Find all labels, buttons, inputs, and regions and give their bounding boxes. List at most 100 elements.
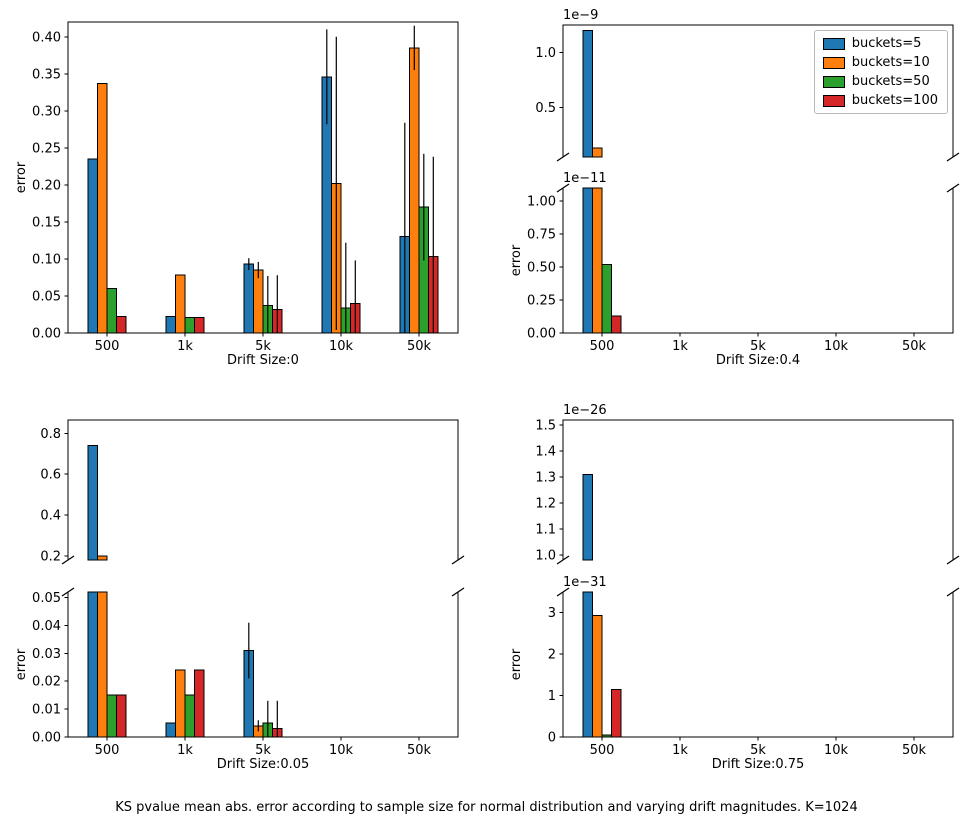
legend-item: buckets=100	[822, 93, 938, 108]
legend-item: buckets=5	[822, 36, 938, 51]
bar	[87, 591, 98, 738]
legend-swatch	[822, 94, 845, 107]
bar	[611, 315, 622, 334]
y-tick-label: 0.6	[40, 468, 61, 483]
x-tick-label: 1k	[672, 339, 688, 354]
y-tick-label: 0.10	[32, 253, 61, 268]
subplot-1: 0.5 1.0 1e−9 0.00 0.25 0.50 0.75 1.00 1e−11 500 1k…	[509, 8, 960, 368]
y-tick-label: 0.25	[527, 294, 556, 309]
y-tick-label: 0.01	[32, 703, 61, 718]
bar	[243, 263, 254, 334]
bar	[97, 555, 108, 561]
axis-break-mark	[946, 587, 960, 597]
y-tick-label: 1.00	[527, 195, 556, 210]
axis-break-mark	[556, 587, 570, 597]
bar	[106, 288, 117, 334]
legend-item-label: buckets=50	[851, 74, 930, 89]
axis-break-mark	[946, 555, 960, 565]
y-tick-label: 0.04	[32, 619, 61, 634]
figure-caption: KS pvalue mean abs. error according to s…	[115, 800, 858, 815]
y-tick-label: 2	[548, 648, 556, 663]
x-tick-label: 10k	[824, 339, 849, 354]
bar	[116, 694, 127, 738]
y-tick-label: 1.1	[535, 522, 556, 537]
bar	[592, 187, 603, 334]
y-axis-label: error	[14, 648, 29, 680]
x-axis-label: Drift Size:0.4	[716, 353, 800, 368]
axes-spines	[562, 24, 954, 157]
legend-item-label: buckets=5	[851, 36, 922, 51]
legend: buckets=5 buckets=10 buckets=50 buckets=100	[813, 30, 948, 114]
y-tick-label: 1.4	[535, 445, 556, 460]
legend-swatch	[822, 56, 845, 69]
x-axis-label: Drift Size:0.75	[712, 757, 805, 772]
bar	[175, 274, 186, 334]
axis-scale-label: 1e−26	[563, 403, 607, 418]
y-tick-label: 0.00	[32, 327, 61, 342]
x-tick-label: 5k	[255, 339, 271, 354]
bar	[184, 694, 195, 738]
legend-item-label: buckets=100	[851, 93, 938, 108]
legend-swatch	[822, 37, 845, 50]
bar	[592, 615, 603, 738]
bar	[97, 83, 108, 334]
y-tick-label: 0.20	[32, 178, 61, 193]
legend-swatch	[822, 75, 845, 88]
y-axis-label: error	[509, 244, 524, 276]
bar	[194, 316, 205, 334]
legend-item: buckets=50	[822, 74, 938, 89]
y-tick-label: 0.4	[40, 509, 61, 524]
y-tick-label: 3	[548, 606, 556, 621]
x-tick-label: 50k	[902, 339, 927, 354]
axis-scale-label: 1e−31	[563, 575, 607, 590]
bar	[116, 316, 127, 334]
y-tick-label: 0.40	[32, 30, 61, 45]
x-tick-label: 1k	[672, 743, 688, 758]
subplot-0: 0.00 0.05 0.10 0.15 0.20 0.25 0.30 0.35 0.40 500 1…	[14, 21, 459, 368]
x-tick-label: 1k	[177, 339, 193, 354]
legend-item-label: buckets=10	[851, 55, 930, 70]
bar	[253, 269, 264, 334]
legend-item: buckets=10	[822, 55, 938, 70]
axis-break-mark	[556, 555, 570, 565]
bar	[582, 187, 593, 334]
axis-break-mark	[61, 555, 75, 565]
y-tick-label: 0.03	[32, 647, 61, 662]
axis-break-mark	[556, 183, 570, 193]
y-tick-label: 1.0	[535, 46, 556, 61]
x-axis-label: Drift Size:0.05	[217, 757, 310, 772]
axes-spines	[67, 419, 459, 560]
y-tick-label: 0.15	[32, 215, 61, 230]
x-tick-label: 5k	[255, 743, 271, 758]
x-tick-label: 10k	[824, 743, 849, 758]
axis-scale-label: 1e−11	[563, 171, 607, 186]
y-tick-label: 1.5	[535, 419, 556, 434]
bar	[175, 669, 186, 738]
bar	[582, 591, 593, 738]
subplot-2: 0.2 0.4 0.6 0.8 0.00 0.01 0.02 0.03 0.04 0.05 500 1…	[14, 419, 465, 772]
bar	[611, 688, 622, 738]
y-tick-label: 1.0	[535, 548, 556, 563]
x-tick-label: 10k	[329, 743, 354, 758]
y-tick-label: 0.05	[32, 591, 61, 606]
axis-break-mark	[451, 555, 465, 565]
axis-break-mark	[556, 152, 570, 162]
y-tick-label: 0.00	[527, 327, 556, 342]
bar	[184, 316, 195, 334]
axes-spines	[562, 419, 954, 560]
x-tick-label: 5k	[750, 339, 766, 354]
bar	[582, 473, 593, 561]
y-tick-label: 0.25	[32, 141, 61, 156]
axes-spines	[67, 21, 459, 334]
y-tick-label: 1	[548, 689, 556, 704]
x-tick-label: 1k	[177, 743, 193, 758]
axis-break-mark	[946, 152, 960, 162]
bar	[194, 669, 205, 738]
y-axis-label: error	[509, 648, 524, 680]
axis-scale-label: 1e−9	[563, 8, 598, 23]
bar	[592, 147, 603, 158]
x-tick-label: 50k	[902, 743, 927, 758]
bar	[601, 264, 612, 334]
